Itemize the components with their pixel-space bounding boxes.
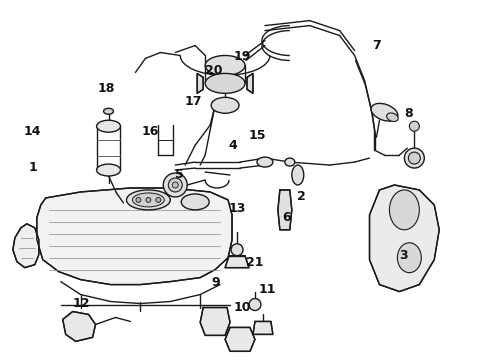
Polygon shape xyxy=(369,185,439,292)
Ellipse shape xyxy=(390,190,419,230)
Ellipse shape xyxy=(397,243,421,273)
Ellipse shape xyxy=(132,193,164,207)
Ellipse shape xyxy=(292,165,304,185)
Ellipse shape xyxy=(211,97,239,113)
Ellipse shape xyxy=(371,103,398,121)
Text: 15: 15 xyxy=(248,129,266,142)
Ellipse shape xyxy=(103,108,114,114)
Ellipse shape xyxy=(409,121,419,131)
Text: 8: 8 xyxy=(404,107,413,120)
Polygon shape xyxy=(225,256,249,268)
Text: 10: 10 xyxy=(234,301,251,314)
Polygon shape xyxy=(200,307,230,336)
Polygon shape xyxy=(37,188,232,285)
Text: 4: 4 xyxy=(228,139,237,152)
Ellipse shape xyxy=(146,197,151,202)
Ellipse shape xyxy=(285,158,295,166)
Polygon shape xyxy=(197,73,203,93)
Ellipse shape xyxy=(172,182,178,188)
Polygon shape xyxy=(13,224,39,268)
Text: 17: 17 xyxy=(185,95,202,108)
Polygon shape xyxy=(278,190,292,230)
Ellipse shape xyxy=(408,152,420,164)
Ellipse shape xyxy=(249,298,261,310)
Text: 11: 11 xyxy=(258,283,276,296)
Ellipse shape xyxy=(181,194,209,210)
Ellipse shape xyxy=(97,120,121,132)
Ellipse shape xyxy=(205,73,245,93)
Polygon shape xyxy=(225,328,255,351)
Ellipse shape xyxy=(387,113,398,122)
Text: 13: 13 xyxy=(229,202,246,215)
Ellipse shape xyxy=(97,164,121,176)
Ellipse shape xyxy=(231,244,243,256)
Polygon shape xyxy=(253,321,273,334)
Ellipse shape xyxy=(136,197,141,202)
Text: 19: 19 xyxy=(234,50,251,63)
Text: 20: 20 xyxy=(204,64,222,77)
Text: 9: 9 xyxy=(211,276,220,289)
Text: 12: 12 xyxy=(73,297,90,310)
Ellipse shape xyxy=(168,178,182,192)
Text: 1: 1 xyxy=(28,161,37,174)
Text: 2: 2 xyxy=(297,190,305,203)
Ellipse shape xyxy=(163,173,187,197)
Polygon shape xyxy=(247,73,253,93)
Ellipse shape xyxy=(404,148,424,168)
Text: 16: 16 xyxy=(141,125,158,138)
Text: 18: 18 xyxy=(97,82,115,95)
Ellipse shape xyxy=(205,55,245,75)
Ellipse shape xyxy=(156,197,161,202)
Polygon shape xyxy=(63,311,96,341)
Ellipse shape xyxy=(126,190,171,210)
Text: 14: 14 xyxy=(24,125,42,138)
Text: 21: 21 xyxy=(246,256,264,269)
Text: 5: 5 xyxy=(175,168,183,181)
Ellipse shape xyxy=(257,157,273,167)
Text: 3: 3 xyxy=(399,249,408,262)
Text: 6: 6 xyxy=(282,211,291,224)
Text: 7: 7 xyxy=(372,39,381,52)
